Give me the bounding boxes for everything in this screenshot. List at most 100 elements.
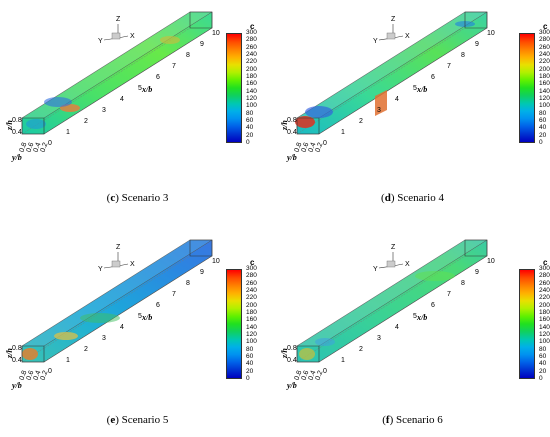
y-tick: 0.6 [300, 142, 310, 154]
x-tick: 2 [359, 118, 363, 125]
z-tick: 0.4 [12, 357, 22, 364]
colorbar-tick-label: 0 [539, 138, 543, 146]
x-tick: 9 [475, 41, 479, 48]
axis-triad: Z Y X [373, 16, 410, 45]
colorbar-tick-label: 240 [539, 50, 550, 58]
z-tick: 0.8 [287, 117, 297, 124]
colorbar-tick-label: 140 [539, 323, 550, 331]
colorbar-tick-label: 220 [539, 58, 550, 66]
colorbar-tick-label: 280 [246, 36, 257, 44]
x-tick: 3 [377, 107, 381, 114]
colorbar-tick-label: 220 [539, 294, 550, 302]
x-tick: 5 [413, 85, 417, 92]
colorbar-tick-label: 60 [246, 352, 254, 360]
colorbar-tick-label: 180 [539, 72, 550, 80]
x-tick: 5 [413, 313, 417, 320]
y-tick: 0.8 [293, 142, 303, 154]
x-axis-ticks: 0 1 2 3 4 5 6 7 8 9 10 [48, 30, 220, 147]
z-tick: 0.8 [287, 345, 297, 352]
y-axis-ticks: 0.8 0.6 0.4 0.2 [18, 142, 49, 154]
x-tick: 6 [431, 302, 435, 309]
colorbar-tick-label: 20 [246, 367, 254, 375]
x-axis-ticks: 0 1 2 3 4 5 6 7 8 9 10 [323, 258, 495, 375]
z-axis-label: z/h [5, 120, 14, 131]
colorbar-tick-label: 120 [539, 330, 550, 338]
colorbar-tick-label: 100 [539, 102, 550, 110]
colorbar-tick-label: 140 [246, 87, 257, 95]
colorbar-tick-label: 60 [539, 352, 547, 360]
z-tick: 0.4 [287, 357, 297, 364]
colorbar-title: c [250, 258, 255, 267]
colorbar-tick-label: 20 [539, 131, 547, 139]
triad-y-label: Y [373, 266, 378, 273]
colorbar-tick-label: 80 [539, 109, 547, 117]
axis-triad: Z Y X [98, 244, 135, 273]
caption-label: f [385, 414, 390, 426]
x-tick: 10 [212, 30, 220, 37]
colorbar-title: c [543, 258, 548, 267]
y-tick: 0.4 [307, 370, 317, 382]
x-tick: 7 [172, 63, 176, 70]
x-tick: 6 [156, 74, 160, 81]
triad-z-label: Z [391, 244, 396, 251]
colorbar-tick-label: 20 [246, 131, 254, 139]
colorbar-tick-label: 200 [539, 65, 550, 73]
triad-z-label: Z [391, 16, 396, 23]
colorbar-tick-label: 240 [246, 50, 257, 58]
colorbar-tick-label: 120 [246, 94, 257, 102]
colorbar-d: c 300 280 260 240 220 200 180 160 140 120 100 80 60 40… [519, 22, 550, 146]
colorbar-tick-label: 0 [246, 374, 250, 382]
caption-c: (c) Scenario 3 [106, 192, 169, 204]
colorbar-tick-label: 100 [246, 102, 257, 110]
x-tick: 6 [156, 302, 160, 309]
x-tick: 9 [475, 269, 479, 276]
colorbar-tick-label: 300 [246, 264, 257, 272]
caption-label: d [384, 192, 391, 204]
colorbar-e: c 300 280 260 240 220 200 180 160 140 120 100 80 60 40… [226, 258, 276, 382]
colorbar-tick-label: 40 [539, 124, 547, 132]
colorbar-tick-label: 200 [246, 65, 257, 73]
x-axis-label: x/b [141, 313, 152, 322]
x-tick: 7 [172, 291, 176, 298]
triad-z-label: Z [116, 244, 121, 251]
colorbar-f: c 300 280 260 240 220 200 180 160 140 120 100 80 60 40… [519, 258, 550, 381]
caption-label: e [110, 414, 116, 426]
colorbar-tick-label: 300 [246, 28, 257, 36]
z-axis-label: z/h [280, 348, 289, 359]
colorbar-tick-label: 220 [246, 58, 257, 66]
colorbar-tick-label: 100 [246, 338, 257, 346]
x-tick: 0 [48, 368, 52, 375]
x-axis-label: x/b [416, 313, 427, 322]
z-tick: 0.8 [12, 117, 22, 124]
triad-z-label: Z [116, 16, 121, 23]
panel-e: Z Y X 0 1 2 3 4 5 6 7 8 9 10 x/b z/h 0.8… [0, 218, 275, 436]
y-tick: 0.8 [18, 142, 28, 154]
colorbar-tick-label: 140 [246, 323, 257, 331]
x-tick: 5 [138, 313, 142, 320]
triad-y-label: Y [373, 38, 378, 45]
triad-y-label: Y [98, 38, 103, 45]
y-tick: 0.2 [314, 142, 324, 154]
x-tick: 2 [84, 346, 88, 353]
y-tick: 0.4 [307, 142, 317, 154]
x-axis-ticks: 0 1 2 3 4 5 6 7 8 9 10 [323, 30, 495, 147]
x-axis-label: x/b [416, 85, 427, 94]
x-tick: 9 [200, 41, 204, 48]
caption-text: Scenario 5 [121, 414, 169, 426]
x-tick: 1 [66, 129, 70, 136]
colorbar-c: c 300 280 260 240 220 200 180 160 140 120 100 80 60 40… [226, 22, 276, 145]
colorbar-tick-label: 80 [246, 109, 254, 117]
colorbar-tick-label: 260 [539, 43, 550, 51]
colorbar-tick-label: 240 [539, 286, 550, 294]
y-axis-ticks: 0.8 0.6 0.4 0.2 [293, 142, 324, 154]
panel-c: Z Y X 0 1 2 3 4 5 6 7 8 9 10 x/b z/h 0.8… [0, 0, 275, 218]
colorbar-tick-label: 80 [539, 345, 547, 353]
x-tick: 6 [431, 74, 435, 81]
x-tick: 7 [447, 291, 451, 298]
y-axis-label: y/b [286, 381, 297, 390]
x-tick: 0 [323, 140, 327, 147]
panel-d: Z Y X 0 1 2 3 4 5 6 7 8 9 10 x/b z/h 0.8… [275, 0, 550, 218]
x-tick: 0 [48, 140, 52, 147]
contour-plot-d: Z Y X 0 1 2 3 4 5 6 7 8 9 10 x/b z/h 0.8… [280, 11, 495, 162]
x-tick: 10 [487, 258, 495, 265]
